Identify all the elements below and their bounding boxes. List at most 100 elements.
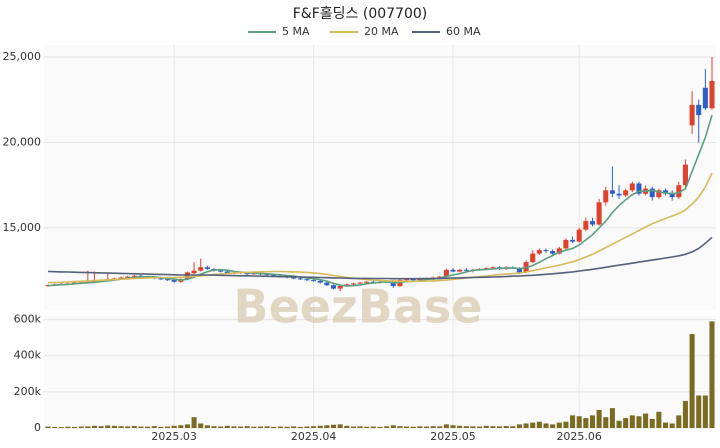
candle-body — [550, 251, 556, 254]
volume-bar — [257, 426, 264, 428]
chart-title: F&F홀딩스 (007700) — [293, 6, 427, 22]
volume-bar — [676, 415, 682, 428]
volume-bar — [45, 426, 51, 428]
candle-body — [589, 221, 596, 225]
candle-body — [616, 193, 622, 196]
volume-bar — [244, 426, 250, 428]
candle-body — [689, 104, 695, 126]
candle-body — [656, 190, 662, 198]
candle-body — [364, 281, 370, 283]
volume-bar — [523, 423, 529, 428]
candle-body — [317, 280, 323, 283]
volume-bar — [211, 426, 217, 428]
candle-body — [696, 104, 702, 116]
volume-bar — [277, 426, 283, 428]
volume-bar — [184, 424, 190, 428]
legend-label: 60 MA — [446, 25, 481, 38]
candle-body — [164, 279, 171, 281]
candle-body — [271, 274, 277, 276]
volume-bar — [111, 425, 117, 428]
volume-bar — [91, 425, 98, 428]
volume-bar — [536, 421, 542, 428]
volume-bar — [72, 426, 78, 428]
x-tick-label: 2025.04 — [291, 430, 337, 443]
ma-line — [47, 172, 713, 284]
y-tick-label: 0 — [34, 421, 41, 434]
volume-bar — [52, 426, 58, 428]
candle-body — [184, 272, 190, 280]
volume-bar — [570, 415, 576, 428]
candle-body — [450, 269, 456, 272]
volume-bar — [58, 427, 64, 428]
candle-body — [682, 164, 688, 186]
candle-body — [218, 270, 224, 272]
volume-bar — [264, 426, 270, 428]
candle-body — [483, 268, 489, 270]
volume-bar — [178, 425, 184, 428]
volume-bar — [623, 418, 629, 428]
volume-bar — [337, 424, 343, 428]
candle-body — [158, 278, 164, 280]
volume-bar — [709, 321, 715, 428]
candle-body — [91, 280, 98, 282]
candle-body — [118, 277, 124, 279]
volume-bar — [662, 422, 669, 428]
volume-bar — [490, 426, 496, 428]
legend-label: 5 MA — [282, 25, 310, 38]
candle-body — [603, 190, 609, 203]
volume-bar — [158, 426, 164, 428]
candle-body — [636, 183, 642, 194]
volume-bar — [483, 425, 489, 428]
volume-bar — [516, 424, 522, 428]
candle-body — [198, 267, 204, 271]
candle-body — [311, 280, 317, 282]
volume-bar — [643, 413, 649, 428]
volume-bar — [477, 426, 483, 428]
candle-body — [709, 80, 715, 109]
volume-bar — [350, 426, 356, 428]
volume-bar — [357, 426, 363, 428]
volume-bar — [238, 426, 244, 428]
volume-bar — [616, 420, 622, 428]
candle-body — [357, 282, 363, 284]
volume-bar — [370, 426, 376, 428]
candle-body — [463, 269, 469, 271]
volume-bar — [191, 417, 197, 428]
candle-body — [609, 190, 615, 194]
volume-bar — [510, 426, 516, 428]
volume-bar — [390, 425, 396, 428]
ma-line — [47, 236, 713, 280]
candle-body — [337, 286, 343, 289]
y-tick-label: 20,000 — [3, 135, 42, 148]
volume-bar — [596, 409, 602, 428]
volume-bar — [198, 423, 204, 428]
candle-body — [204, 267, 210, 269]
volume-bar — [377, 426, 383, 428]
watermark: BeezBase — [234, 280, 483, 334]
candle-body — [583, 221, 589, 230]
candle-body — [404, 279, 410, 281]
volume-bar — [603, 417, 609, 428]
volume-bar — [151, 426, 157, 428]
volume-bar — [284, 426, 290, 428]
volume-bar — [125, 426, 131, 428]
candle-body — [516, 268, 522, 273]
candle-body — [410, 279, 416, 281]
volume-bar — [470, 426, 476, 428]
volume-bar — [682, 400, 688, 428]
x-tick-label: 2025.06 — [556, 430, 602, 443]
volume-bar — [105, 425, 111, 428]
volume-bar — [589, 415, 596, 428]
candle-body — [662, 190, 669, 194]
candle-body — [536, 250, 542, 254]
candle-body — [629, 183, 635, 191]
candle-body — [297, 278, 303, 280]
volume-bar — [138, 426, 144, 428]
candle-body — [224, 271, 230, 274]
volume-bar — [457, 425, 463, 428]
volume-bar — [576, 416, 582, 428]
volume-bar — [317, 425, 323, 428]
candle-body — [570, 239, 576, 242]
y-tick-label: 200k — [14, 385, 42, 398]
